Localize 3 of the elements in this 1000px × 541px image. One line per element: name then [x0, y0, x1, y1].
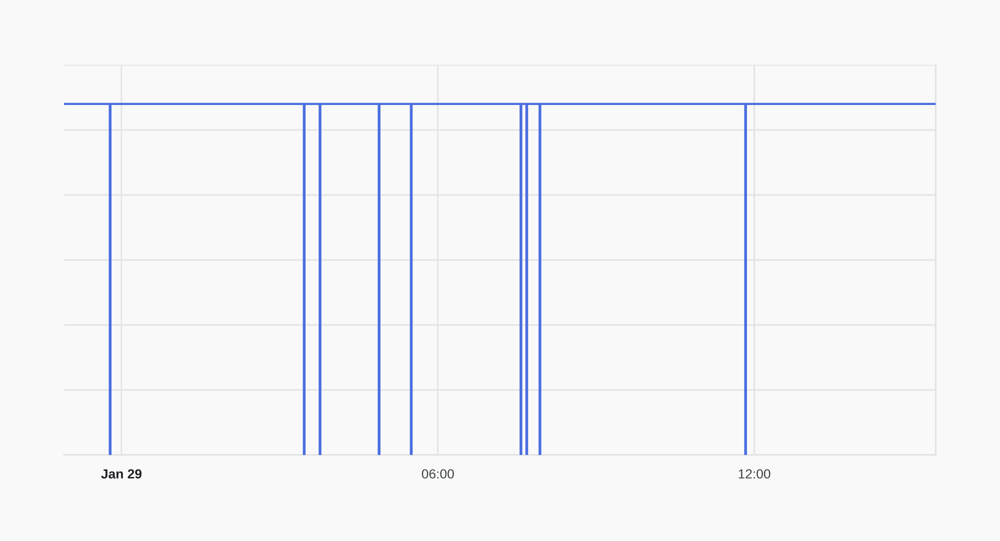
x-tick-label: 06:00	[422, 469, 454, 479]
x-tick-label: Jan 29	[101, 469, 142, 479]
x-tick-label: 12:00	[738, 469, 770, 479]
